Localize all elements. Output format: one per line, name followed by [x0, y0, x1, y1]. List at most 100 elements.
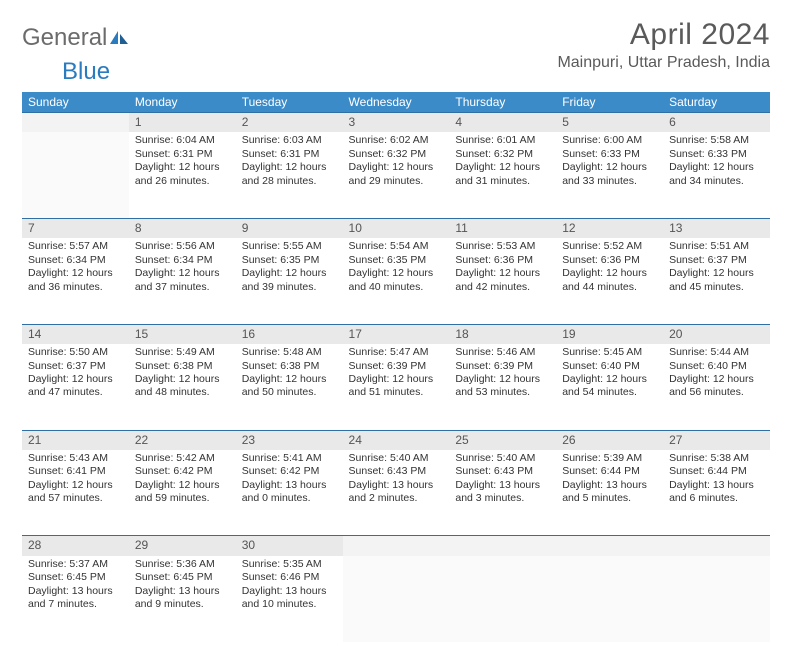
day-content-cell: Sunrise: 5:51 AMSunset: 6:37 PMDaylight:…	[663, 238, 770, 324]
day-content-cell: Sunrise: 5:55 AMSunset: 6:35 PMDaylight:…	[236, 238, 343, 324]
sunset-line: Sunset: 6:42 PM	[135, 465, 230, 478]
day-content-cell: Sunrise: 5:36 AMSunset: 6:45 PMDaylight:…	[129, 556, 236, 642]
month-title: April 2024	[557, 18, 770, 52]
sunrise-line: Sunrise: 5:45 AM	[562, 346, 657, 359]
day-content-cell	[343, 556, 450, 642]
sunset-line: Sunset: 6:36 PM	[455, 254, 550, 267]
day-number-cell	[556, 536, 663, 556]
day-content-cell: Sunrise: 5:41 AMSunset: 6:42 PMDaylight:…	[236, 450, 343, 536]
day-content-cell: Sunrise: 5:35 AMSunset: 6:46 PMDaylight:…	[236, 556, 343, 642]
day-header-row: Sunday Monday Tuesday Wednesday Thursday…	[22, 92, 770, 113]
daylight-line: Daylight: 12 hours and 40 minutes.	[349, 267, 444, 294]
day-content-cell: Sunrise: 5:40 AMSunset: 6:43 PMDaylight:…	[343, 450, 450, 536]
day-number-cell: 27	[663, 430, 770, 450]
sunrise-line: Sunrise: 5:44 AM	[669, 346, 764, 359]
sunset-line: Sunset: 6:43 PM	[455, 465, 550, 478]
dayhead-wed: Wednesday	[343, 92, 450, 113]
day-number-cell: 26	[556, 430, 663, 450]
week-numrow: 21222324252627	[22, 430, 770, 450]
day-number-cell: 30	[236, 536, 343, 556]
sunrise-line: Sunrise: 5:50 AM	[28, 346, 123, 359]
daylight-line: Daylight: 12 hours and 48 minutes.	[135, 373, 230, 400]
daylight-line: Daylight: 13 hours and 9 minutes.	[135, 585, 230, 612]
daylight-line: Daylight: 12 hours and 47 minutes.	[28, 373, 123, 400]
day-content-cell	[663, 556, 770, 642]
day-content-cell: Sunrise: 5:58 AMSunset: 6:33 PMDaylight:…	[663, 132, 770, 218]
sunrise-line: Sunrise: 5:55 AM	[242, 240, 337, 253]
daylight-line: Daylight: 12 hours and 34 minutes.	[669, 161, 764, 188]
daylight-line: Daylight: 12 hours and 45 minutes.	[669, 267, 764, 294]
day-number-cell: 20	[663, 324, 770, 344]
sunrise-line: Sunrise: 5:39 AM	[562, 452, 657, 465]
sunrise-line: Sunrise: 5:40 AM	[349, 452, 444, 465]
day-number-cell	[449, 536, 556, 556]
day-content-cell: Sunrise: 5:37 AMSunset: 6:45 PMDaylight:…	[22, 556, 129, 642]
day-number-cell: 9	[236, 218, 343, 238]
day-content-cell: Sunrise: 5:45 AMSunset: 6:40 PMDaylight:…	[556, 344, 663, 430]
sunrise-line: Sunrise: 5:58 AM	[669, 134, 764, 147]
sunrise-line: Sunrise: 5:47 AM	[349, 346, 444, 359]
sunset-line: Sunset: 6:45 PM	[28, 571, 123, 584]
daylight-line: Daylight: 13 hours and 0 minutes.	[242, 479, 337, 506]
sunset-line: Sunset: 6:37 PM	[28, 360, 123, 373]
daylight-line: Daylight: 13 hours and 2 minutes.	[349, 479, 444, 506]
sunset-line: Sunset: 6:46 PM	[242, 571, 337, 584]
day-content-cell	[556, 556, 663, 642]
day-number-cell: 28	[22, 536, 129, 556]
day-number-cell: 8	[129, 218, 236, 238]
daylight-line: Daylight: 12 hours and 53 minutes.	[455, 373, 550, 400]
sunset-line: Sunset: 6:33 PM	[669, 148, 764, 161]
day-content-cell: Sunrise: 5:49 AMSunset: 6:38 PMDaylight:…	[129, 344, 236, 430]
day-number-cell: 21	[22, 430, 129, 450]
sunrise-line: Sunrise: 5:52 AM	[562, 240, 657, 253]
day-number-cell: 29	[129, 536, 236, 556]
sunrise-line: Sunrise: 5:35 AM	[242, 558, 337, 571]
day-content: Sunrise: 5:40 AMSunset: 6:43 PMDaylight:…	[449, 450, 556, 512]
day-content: Sunrise: 5:44 AMSunset: 6:40 PMDaylight:…	[663, 344, 770, 406]
day-content-cell: Sunrise: 5:38 AMSunset: 6:44 PMDaylight:…	[663, 450, 770, 536]
dayhead-thu: Thursday	[449, 92, 556, 113]
day-content: Sunrise: 5:51 AMSunset: 6:37 PMDaylight:…	[663, 238, 770, 300]
day-content-cell: Sunrise: 6:04 AMSunset: 6:31 PMDaylight:…	[129, 132, 236, 218]
daylight-line: Daylight: 13 hours and 5 minutes.	[562, 479, 657, 506]
sunrise-line: Sunrise: 5:51 AM	[669, 240, 764, 253]
day-content-cell: Sunrise: 5:52 AMSunset: 6:36 PMDaylight:…	[556, 238, 663, 324]
day-content: Sunrise: 5:58 AMSunset: 6:33 PMDaylight:…	[663, 132, 770, 194]
day-number-cell: 2	[236, 113, 343, 133]
day-content-cell: Sunrise: 6:02 AMSunset: 6:32 PMDaylight:…	[343, 132, 450, 218]
day-number-cell: 6	[663, 113, 770, 133]
day-content-cell: Sunrise: 5:56 AMSunset: 6:34 PMDaylight:…	[129, 238, 236, 324]
day-number-cell: 17	[343, 324, 450, 344]
sunset-line: Sunset: 6:40 PM	[669, 360, 764, 373]
sunset-line: Sunset: 6:40 PM	[562, 360, 657, 373]
daylight-line: Daylight: 12 hours and 59 minutes.	[135, 479, 230, 506]
sunrise-line: Sunrise: 5:38 AM	[669, 452, 764, 465]
daylight-line: Daylight: 13 hours and 7 minutes.	[28, 585, 123, 612]
sunrise-line: Sunrise: 5:48 AM	[242, 346, 337, 359]
sunrise-line: Sunrise: 5:54 AM	[349, 240, 444, 253]
sunrise-line: Sunrise: 6:00 AM	[562, 134, 657, 147]
day-content-cell: Sunrise: 5:54 AMSunset: 6:35 PMDaylight:…	[343, 238, 450, 324]
sunrise-line: Sunrise: 5:42 AM	[135, 452, 230, 465]
day-content: Sunrise: 6:01 AMSunset: 6:32 PMDaylight:…	[449, 132, 556, 194]
week-contentrow: Sunrise: 6:04 AMSunset: 6:31 PMDaylight:…	[22, 132, 770, 218]
daylight-line: Daylight: 12 hours and 31 minutes.	[455, 161, 550, 188]
sunset-line: Sunset: 6:42 PM	[242, 465, 337, 478]
daylight-line: Daylight: 12 hours and 42 minutes.	[455, 267, 550, 294]
sunrise-line: Sunrise: 5:53 AM	[455, 240, 550, 253]
day-number-cell	[663, 536, 770, 556]
day-number-cell: 22	[129, 430, 236, 450]
daylight-line: Daylight: 12 hours and 39 minutes.	[242, 267, 337, 294]
week-numrow: 78910111213	[22, 218, 770, 238]
day-content-cell: Sunrise: 5:40 AMSunset: 6:43 PMDaylight:…	[449, 450, 556, 536]
day-number-cell	[343, 536, 450, 556]
day-content: Sunrise: 5:45 AMSunset: 6:40 PMDaylight:…	[556, 344, 663, 406]
sunset-line: Sunset: 6:37 PM	[669, 254, 764, 267]
sunrise-line: Sunrise: 5:36 AM	[135, 558, 230, 571]
day-number-cell: 10	[343, 218, 450, 238]
sunset-line: Sunset: 6:32 PM	[349, 148, 444, 161]
sunset-line: Sunset: 6:35 PM	[242, 254, 337, 267]
day-content-cell: Sunrise: 6:01 AMSunset: 6:32 PMDaylight:…	[449, 132, 556, 218]
sunset-line: Sunset: 6:38 PM	[135, 360, 230, 373]
day-number-cell: 5	[556, 113, 663, 133]
